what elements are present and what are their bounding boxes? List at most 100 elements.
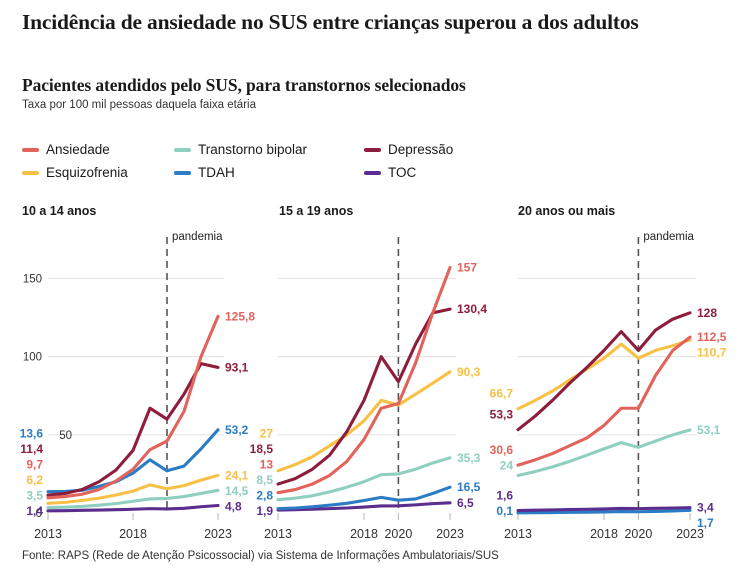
y-axis-tick-label: 0 [36, 508, 42, 520]
legend-item-label: Ansiedade [46, 142, 110, 157]
x-axis-tick-label: 2018 [590, 527, 618, 541]
series-start-value-label: 9,7 [26, 458, 43, 472]
series-start-value-label: 3,5 [26, 489, 43, 503]
series-end-value-label: 24,1 [225, 468, 249, 482]
legend-item-esquizofrenia[interactable]: Esquizofrenia [22, 165, 174, 180]
line-chart-svg: 150 100 50 0 2013 2018 2023 pandemia 13,611,4 9,7… [20, 231, 256, 541]
series-line-esquizofrenia [46, 473, 220, 505]
panel-title: 15 a 19 anos [279, 204, 354, 218]
series-end-value-label: 3,4 [697, 501, 714, 515]
series-line-toc [516, 506, 692, 513]
series-line-esquizofrenia [516, 338, 692, 411]
x-axis-tick-label: 2013 [264, 527, 292, 541]
series-start-value-label: 30,6 [490, 443, 514, 457]
legend-swatch-icon [174, 147, 191, 152]
y-axis-tick-label: 100 [23, 352, 42, 364]
series-start-value-label: 66,7 [490, 387, 514, 401]
chart-subtitle: Pacientes atendidos pelo SUS, para trans… [22, 75, 466, 95]
series-start-value-label: 24 [500, 459, 514, 473]
legend-item-label: TOC [388, 165, 417, 180]
x-axis-tick-label: 2023 [676, 527, 704, 541]
series-line-transtorno-bipolar [276, 456, 452, 502]
legend-item-label: Esquizofrenia [46, 165, 128, 180]
y-axis-tick-label: 150 [23, 273, 42, 285]
series-line-ansiedade [276, 265, 452, 495]
series-end-value-label: 53,2 [225, 423, 249, 437]
series-end-value-label: 157 [457, 261, 477, 275]
legend-swatch-icon [22, 147, 39, 152]
x-axis-tick-label: 2023 [204, 527, 232, 541]
legend-item-toc[interactable]: TOC [364, 165, 722, 180]
x-axis-tick-label: 2020 [384, 527, 412, 541]
chart-source: Fonte: RAPS (Rede de Atenção Psicossocia… [22, 550, 499, 562]
x-axis-tick-label: 2018 [119, 527, 147, 541]
series-line-depress-o [276, 307, 452, 486]
series-start-value-label: 1,6 [496, 489, 513, 503]
series-start-value-label: 2,8 [256, 489, 273, 503]
series-start-value-label: 27 [260, 427, 274, 441]
series-end-value-label: 128 [697, 306, 717, 320]
series-end-value-label: 112,5 [697, 330, 727, 344]
series-start-value-label: 18,5 [250, 442, 274, 456]
legend-item-label: TDAH [198, 165, 235, 180]
series-end-value-label: 130,4 [457, 302, 487, 316]
series-line-ansiedade [516, 335, 692, 467]
legend-item-transtorno-bipolar[interactable]: Transtorno bipolar [174, 142, 364, 157]
series-start-value-label: 1,9 [256, 504, 273, 518]
y-axis-tick-label: 50 [59, 430, 72, 442]
series-line-esquizofrenia [276, 370, 452, 473]
series-end-value-label: 14,5 [225, 484, 249, 498]
series-end-value-label: 1,7 [697, 516, 714, 530]
panel-title: 10 a 14 anos [22, 204, 97, 218]
series-start-value-label: 0,1 [496, 504, 513, 518]
series-end-value-label: 93,1 [225, 360, 249, 374]
series-end-value-label: 16,5 [457, 480, 481, 494]
series-end-value-label: 53,1 [697, 423, 721, 437]
legend-item-ansiedade[interactable]: Ansiedade [22, 142, 174, 157]
series-line-toc [46, 503, 220, 513]
chart-legend: Ansiedade Transtorno bipolar Depressão Esqu… [22, 138, 722, 184]
chart-panels: 10 a 14 anos 150 100 50 0 2013 2018 2023 pandemi… [0, 200, 742, 541]
series-line-transtorno-bipolar [46, 488, 220, 510]
legend-swatch-icon [22, 170, 39, 175]
series-start-value-label: 6,2 [26, 473, 43, 487]
series-line-depress-o [46, 362, 220, 497]
series-end-value-label: 125,8 [225, 309, 255, 323]
page-headline: Incidência de ansiedade no SUS entre cri… [22, 10, 639, 34]
series-start-value-label: 11,4 [20, 442, 43, 456]
panel-title: 20 anos ou mais [518, 204, 616, 218]
series-start-value-label: 13 [260, 458, 274, 472]
pandemia-annotation-label: pandemia [172, 231, 223, 243]
series-line-transtorno-bipolar [516, 428, 692, 478]
series-line-depress-o [516, 311, 692, 432]
x-axis-tick-label: 2023 [436, 527, 464, 541]
legend-item-label: Depressão [388, 142, 454, 157]
x-axis-tick-label: 2013 [34, 527, 62, 541]
legend-item-label: Transtorno bipolar [198, 142, 308, 157]
line-chart-svg: 2013 2018 2020 2023 pandemia 66,7 53,3 30,6 24 1,… [490, 231, 727, 541]
chart-panel-1: 10 a 14 anos 150 100 50 0 2013 2018 2023 pandemi… [0, 200, 256, 541]
legend-swatch-icon [364, 170, 381, 175]
series-start-value-label: 1,4 [26, 504, 43, 518]
legend-item-depress-o[interactable]: Depressão [364, 142, 722, 157]
pandemia-annotation-label: pandemia [643, 231, 694, 243]
series-line-tdah [276, 485, 452, 511]
series-end-value-label: 110,7 [697, 346, 727, 360]
series-start-value-label: 8,5 [256, 473, 273, 487]
x-axis-tick-label: 2020 [624, 527, 652, 541]
series-line-tdah [516, 508, 692, 515]
series-line-ansiedade [46, 314, 220, 500]
chart-panel-3: 20 anos ou mais 2013 2018 2020 2023 pandemia 6… [490, 200, 742, 541]
legend-swatch-icon [364, 147, 381, 152]
legend-item-tdah[interactable]: TDAH [174, 165, 364, 180]
x-axis-tick-label: 2018 [350, 527, 378, 541]
series-end-value-label: 90,3 [457, 365, 481, 379]
series-line-toc [276, 501, 452, 512]
chart-panel-2: 15 a 19 anos 2013 2018 2020 2023 27 18,5 13 8,5 2… [250, 200, 490, 541]
chart-unit-note: Taxa por 100 mil pessoas daquela faixa e… [22, 99, 256, 111]
legend-swatch-icon [174, 170, 191, 175]
series-start-value-label: 13,6 [20, 427, 44, 441]
x-axis-tick-label: 2013 [504, 527, 532, 541]
series-end-value-label: 35,3 [457, 451, 481, 465]
